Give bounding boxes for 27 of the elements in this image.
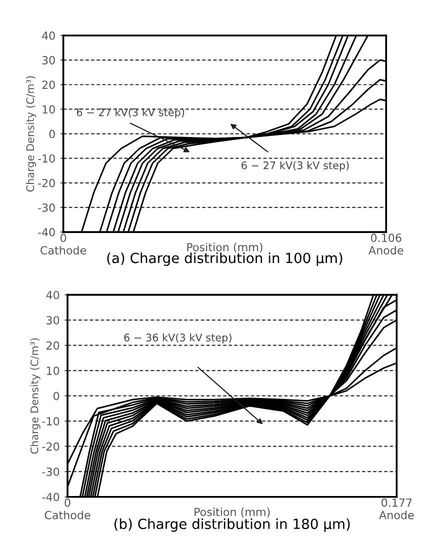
text: (a) Charge distribution in 100 μm) [107, 252, 342, 266]
x-tick-label: 0.106 Anode [368, 234, 404, 254]
y-tick-label: 40 [46, 290, 60, 300]
y-tick-label: 40 [42, 31, 55, 40]
y-axis-title: Charge Density (C/m³) [30, 338, 40, 454]
y-tick-label: 10 [42, 105, 55, 114]
y-tick-label: 0 [54, 392, 60, 400]
annotation: 6 − 27 kV(3 kV step) [76, 108, 184, 118]
y-tick-label: 10 [46, 366, 60, 375]
annotation: 6 − 36 kV(3 kV step) [124, 333, 232, 344]
y-tick-label: 30 [42, 56, 55, 64]
x-axis-title: Position (mm) [194, 508, 270, 518]
x-tick-label: 0.177 Anode [379, 498, 414, 520]
y-tick-label: 30 [46, 316, 60, 324]
y-tick-label: -10 [42, 417, 60, 426]
x-axis-title: Position (mm) [187, 242, 262, 253]
y-tick-label: 20 [46, 341, 60, 350]
annotation: 6 − 27 kV(3 kV step) [242, 161, 349, 172]
y-tick-label: 0 [49, 130, 55, 138]
y-tick-label: -20 [42, 442, 60, 451]
y-axis-title: Charge Density (C/m³) [26, 76, 36, 192]
y-tick-label: -30 [42, 468, 60, 476]
y-tick-label: -30 [38, 203, 55, 212]
y-tick-label: 20 [42, 80, 55, 90]
text: (b) Charge distribution in 180 μm) [114, 518, 350, 532]
y-tick-label: -10 [38, 154, 55, 163]
y-tick-label: -20 [38, 178, 55, 188]
